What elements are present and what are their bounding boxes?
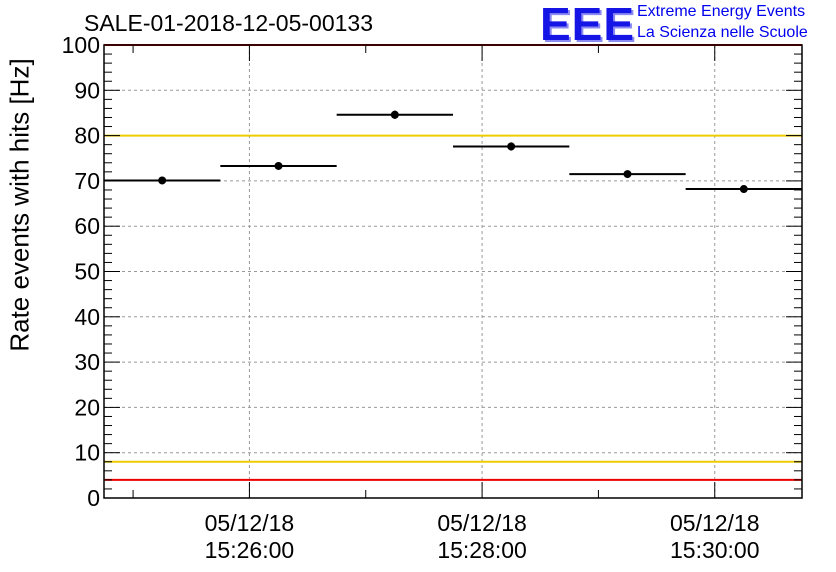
logo-subtitle-line1: Extreme Energy Events <box>637 3 806 20</box>
eee-logo: EEE <box>540 0 636 50</box>
y-tick-label-0: 0 <box>87 485 100 511</box>
y-tick-label-2: 20 <box>74 394 100 420</box>
y-tick-label-9: 90 <box>74 77 100 103</box>
data-point-5 <box>739 185 748 194</box>
y-tick-label-3: 30 <box>74 349 100 375</box>
x-tick-date-0: 05/12/18 <box>205 510 295 536</box>
y-tick-label-1: 10 <box>74 440 100 466</box>
data-point-3 <box>507 142 516 151</box>
y-tick-label-4: 40 <box>74 304 100 330</box>
x-tick-time-2: 15:30:00 <box>670 537 760 563</box>
logo-subtitle-line2: La Scienza nelle Scuole <box>637 24 808 41</box>
y-tick-label-5: 50 <box>74 259 100 285</box>
y-tick-label-10: 100 <box>62 32 100 58</box>
x-tick-date-2: 05/12/18 <box>670 510 760 536</box>
data-point-2 <box>390 110 399 119</box>
x-tick-time-0: 15:26:00 <box>205 537 295 563</box>
y-tick-label-8: 80 <box>74 123 100 149</box>
data-point-1 <box>274 161 283 170</box>
x-tick-date-1: 05/12/18 <box>437 510 527 536</box>
chart-title: SALE-01-2018-12-05-00133 <box>84 10 373 36</box>
y-tick-label-6: 60 <box>74 213 100 239</box>
x-tick-time-1: 15:28:00 <box>437 537 527 563</box>
y-tick-label-7: 70 <box>74 168 100 194</box>
data-point-0 <box>158 176 167 185</box>
data-point-4 <box>623 170 632 179</box>
